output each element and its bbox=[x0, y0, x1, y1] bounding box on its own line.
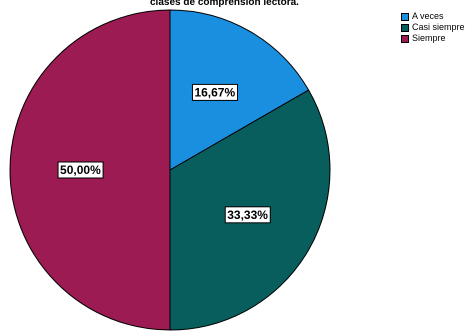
pie-slice-label: 16,67% bbox=[191, 83, 238, 101]
legend-item: Siempre bbox=[401, 33, 465, 44]
legend-item: A veces bbox=[401, 11, 465, 22]
legend-label: Siempre bbox=[412, 33, 446, 43]
legend-swatch bbox=[401, 12, 409, 21]
chart-title: clases de comprensión lectora. bbox=[150, 0, 299, 8]
legend-item: Casi siempre bbox=[401, 22, 465, 33]
svg-text:33,33%: 33,33% bbox=[227, 208, 268, 222]
svg-text:50,00%: 50,00% bbox=[60, 163, 101, 177]
legend-label: A veces bbox=[412, 11, 444, 21]
pie-slice-a-veces bbox=[169, 9, 310, 171]
legend-swatch bbox=[401, 34, 409, 43]
pie-slice-label: 33,33% bbox=[224, 206, 271, 224]
pie-slice-labels: 16,67% 33,33% 50,00% bbox=[57, 83, 271, 224]
legend-swatch bbox=[401, 23, 409, 32]
svg-text:16,67%: 16,67% bbox=[194, 85, 235, 99]
legend: A veces Casi siempre Siempre bbox=[401, 11, 465, 44]
pie-slice-label: 50,00% bbox=[57, 161, 104, 179]
legend-label: Casi siempre bbox=[412, 22, 465, 32]
